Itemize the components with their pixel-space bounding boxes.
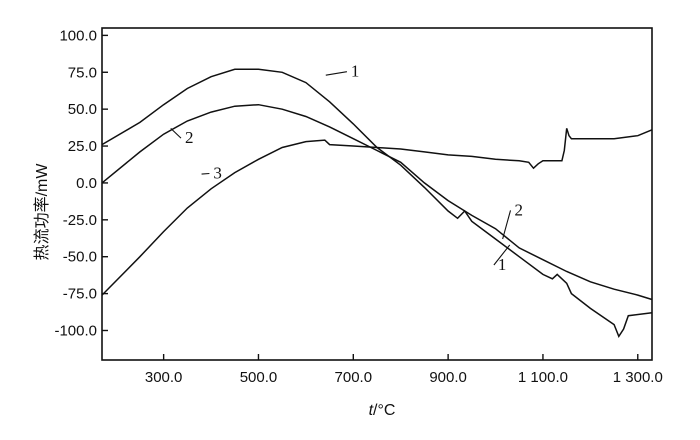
curve-label-1: 1 [498, 255, 507, 274]
curve-label-2: 2 [515, 200, 524, 219]
y-tick-label: -25.0 [63, 212, 97, 229]
x-tick-label: 300.0 [145, 369, 183, 386]
series-line-1 [101, 68, 653, 339]
x-tick-label: 1 100.0 [518, 369, 568, 386]
curve-label-2: 2 [185, 128, 194, 147]
plot-axes [101, 27, 653, 361]
y-tick-label: -50.0 [63, 249, 97, 266]
curve-label-leader [170, 127, 182, 139]
curve-label-leader [201, 172, 210, 175]
y-tick-label: 0.0 [76, 175, 97, 192]
x-axis-ticks: 300.0 500.0 700.0 900.0 1 100.0 1 300.0 [145, 354, 663, 386]
x-tick-label: 1 300.0 [613, 369, 663, 386]
y-tick-label: -100.0 [54, 322, 97, 339]
plot-frame [101, 27, 653, 361]
x-tick-label: 700.0 [335, 369, 373, 386]
series-line-2 [101, 103, 653, 301]
series-layer [101, 68, 653, 339]
curve-label-1: 1 [351, 62, 360, 81]
x-axis-label: t/°C [369, 402, 396, 419]
y-axis-label: 热流功率/mW [33, 163, 51, 261]
y-tick-label: 75.0 [68, 64, 97, 81]
x-axis-variable: t [369, 402, 374, 419]
x-tick-label: 500.0 [240, 369, 278, 386]
y-tick-label: -75.0 [63, 286, 97, 303]
curve-label-leader [493, 244, 511, 266]
y-tick-label: 50.0 [68, 101, 97, 118]
y-axis-ticks: 100.0 75.0 50.0 25.0 0.0 -25.0 -50.0 -75.0 -100.… [54, 27, 108, 339]
y-tick-label: 100.0 [59, 27, 97, 44]
curve-label-leader [502, 210, 512, 240]
series-line-3 [101, 128, 653, 296]
curve-label-3: 3 [213, 164, 222, 183]
curve-label-leader [325, 71, 348, 76]
x-axis-unit: /°C [373, 402, 395, 419]
y-tick-label: 25.0 [68, 138, 97, 155]
x-tick-label: 900.0 [429, 369, 467, 386]
